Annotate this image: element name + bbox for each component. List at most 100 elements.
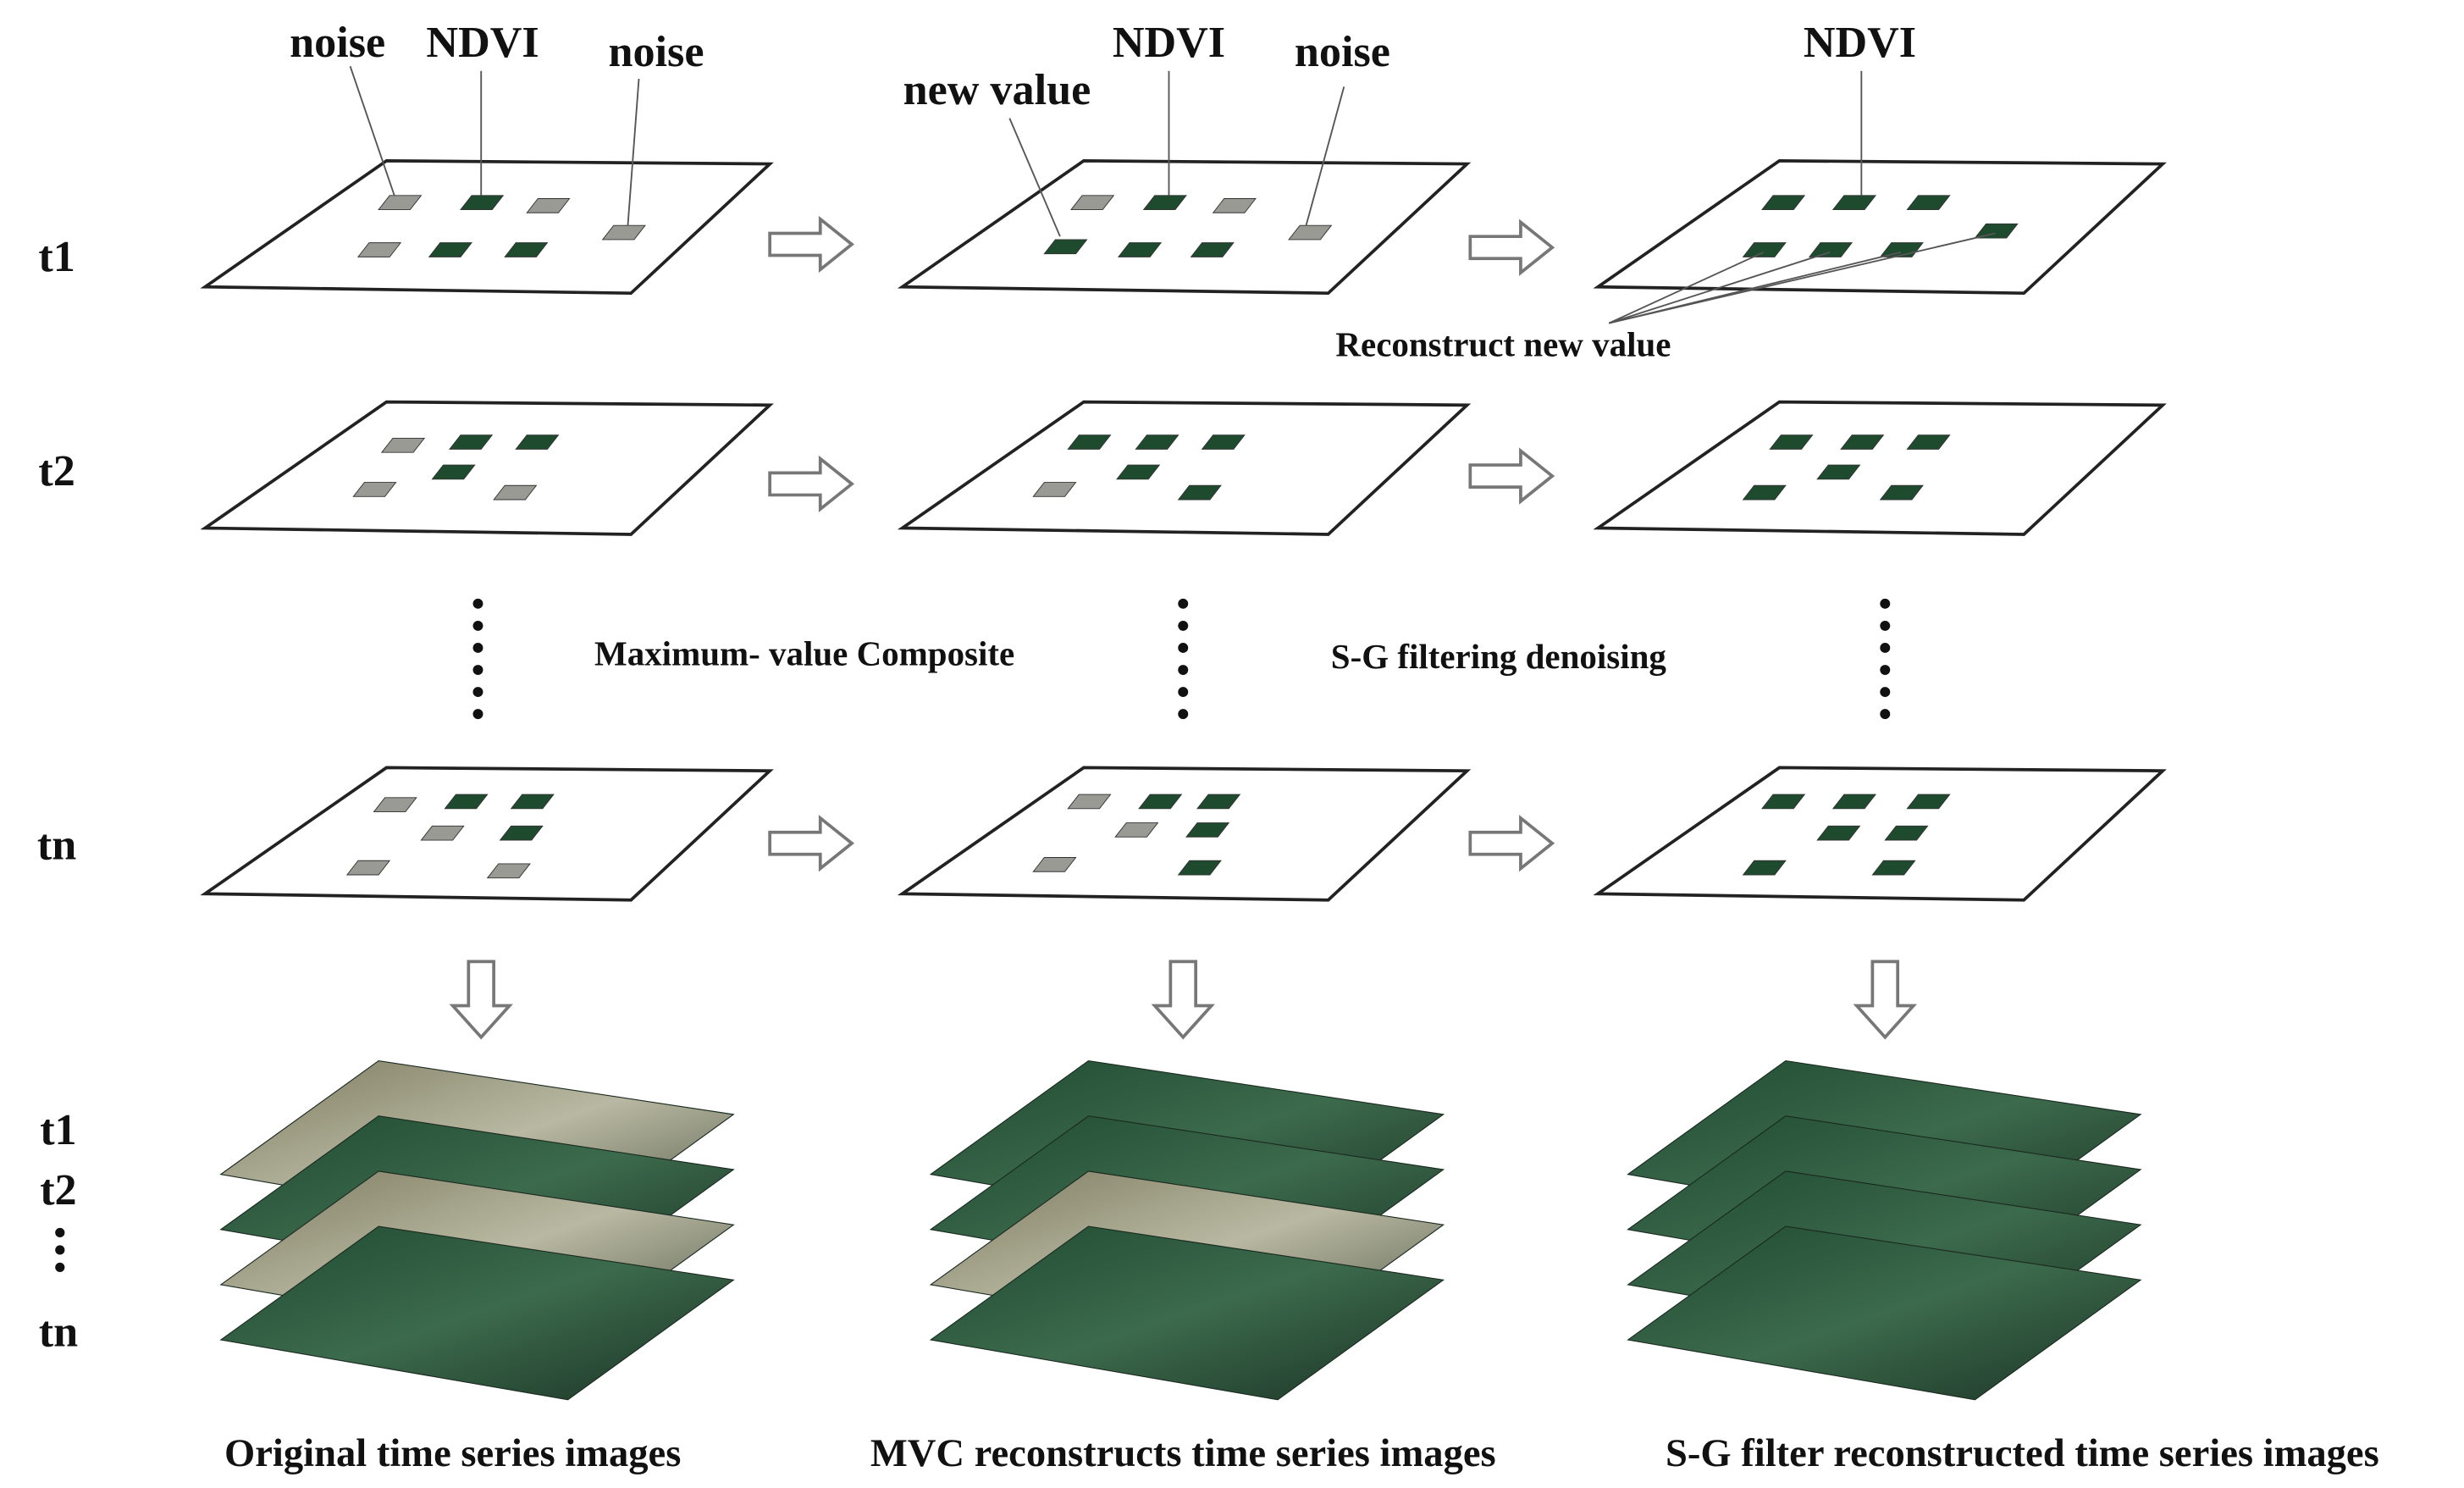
leader-line	[1008, 118, 1061, 237]
pixel-tile	[431, 464, 476, 480]
ellipsis-dot	[472, 643, 483, 653]
ellipsis-dot	[1880, 598, 1891, 609]
callout-label: new value	[903, 66, 1091, 114]
arrow	[1468, 815, 1555, 872]
pixel-tile	[1761, 195, 1806, 211]
pixel-tile	[1067, 794, 1112, 810]
leader-line	[349, 65, 395, 196]
arrow	[768, 215, 855, 274]
arrow	[1853, 960, 1917, 1040]
pixel-tile	[352, 482, 397, 497]
callout-label: noise	[608, 28, 704, 76]
pixel-tile	[1906, 794, 1951, 810]
pixel-tile	[1884, 825, 1929, 841]
pixel-tile	[526, 198, 571, 213]
ellipsis-dot	[1178, 687, 1189, 698]
pixel-tile	[449, 434, 494, 450]
stack-label: tn	[39, 1308, 78, 1357]
pixel-tile	[1831, 195, 1877, 211]
caption: S-G filter reconstructed time series ima…	[1666, 1432, 2379, 1475]
pixel-tile	[1135, 434, 1180, 450]
leader-line	[627, 78, 640, 226]
pixel-tile	[1142, 195, 1187, 211]
arrow	[1468, 218, 1555, 276]
arrow	[768, 455, 855, 513]
ellipsis-dot	[1880, 643, 1891, 653]
ellipsis-dot	[1178, 709, 1189, 720]
leader-line	[1608, 251, 1831, 324]
pixel-tile	[356, 242, 402, 257]
pixel-tile	[1117, 242, 1163, 257]
pixel-tile	[515, 434, 560, 450]
pixel-tile	[1288, 224, 1333, 241]
image-plane	[1593, 766, 2167, 902]
pixel-tile	[1871, 860, 1916, 876]
arrow	[1151, 960, 1215, 1040]
pixel-tile	[1761, 794, 1806, 810]
pixel-tile	[1906, 195, 1951, 211]
step-label: Maximum- value Composite	[594, 633, 1014, 672]
pixel-tile	[373, 797, 417, 812]
stack-label: t1	[40, 1106, 76, 1154]
pixel-tile	[1067, 434, 1112, 450]
image-plane	[897, 158, 1472, 296]
image-plane	[897, 400, 1472, 536]
pixel-tile	[499, 825, 544, 841]
pixel-tile	[1032, 482, 1077, 497]
image-layer	[1627, 1225, 2142, 1401]
callout-label: Reconstruct new value	[1335, 325, 1671, 364]
pixel-tile	[1840, 434, 1885, 450]
ellipsis-dot	[472, 598, 483, 609]
ellipsis-dot	[472, 620, 483, 631]
callout-label: NDVI	[1804, 19, 1916, 67]
pixel-tile	[1974, 223, 2019, 239]
pixel-tile	[1196, 794, 1241, 810]
pixel-tile	[504, 242, 549, 257]
callout-label: NDVI	[426, 19, 539, 67]
row-label: t2	[38, 447, 75, 495]
arrow	[449, 960, 513, 1040]
image-plane	[1593, 158, 2167, 296]
pixel-tile	[1032, 857, 1077, 872]
pixel-tile	[1185, 822, 1230, 838]
image-plane	[200, 400, 774, 536]
leader-line	[1608, 251, 1765, 324]
image-plane	[200, 766, 774, 902]
caption: MVC reconstructs time series images	[870, 1432, 1496, 1475]
ellipsis-dot	[1178, 598, 1189, 609]
pixel-tile	[1831, 794, 1877, 810]
ellipsis-dot	[1880, 709, 1891, 720]
callout-label: noise	[290, 19, 385, 67]
row-label: tn	[37, 821, 76, 869]
leader-line	[1305, 86, 1345, 226]
image-plane	[897, 766, 1472, 902]
ellipsis-dot	[1880, 620, 1891, 631]
pixel-tile	[1212, 198, 1257, 213]
pixel-tile	[428, 242, 472, 257]
image-plane	[200, 158, 774, 296]
layout	[55, 65, 2167, 1401]
pixel-tile	[1201, 434, 1246, 450]
ellipsis-dot	[1880, 687, 1891, 698]
pixel-tile	[601, 224, 646, 241]
ellipsis-dot	[55, 1227, 65, 1238]
ellipsis-dot	[472, 665, 483, 675]
pixel-tile	[1138, 794, 1183, 810]
callout-label: noise	[1295, 28, 1390, 76]
ellipsis-dot	[1178, 665, 1189, 675]
pixel-tile	[1816, 825, 1861, 841]
pixel-tile	[444, 794, 489, 810]
pixel-tile	[1906, 434, 1951, 450]
pixel-tile	[1742, 484, 1787, 501]
pixel-tile	[493, 484, 538, 501]
pixel-tile	[1177, 860, 1222, 876]
pixel-tile	[1114, 822, 1159, 838]
stack-label: t2	[40, 1166, 76, 1214]
row-label: t1	[38, 233, 75, 281]
image-plane	[1593, 400, 2167, 536]
ellipsis-dot	[55, 1245, 65, 1255]
pixel-tile	[1879, 484, 1924, 501]
image-layer	[219, 1225, 735, 1401]
ellipsis-dot	[472, 687, 483, 698]
image-layer	[929, 1225, 1445, 1401]
